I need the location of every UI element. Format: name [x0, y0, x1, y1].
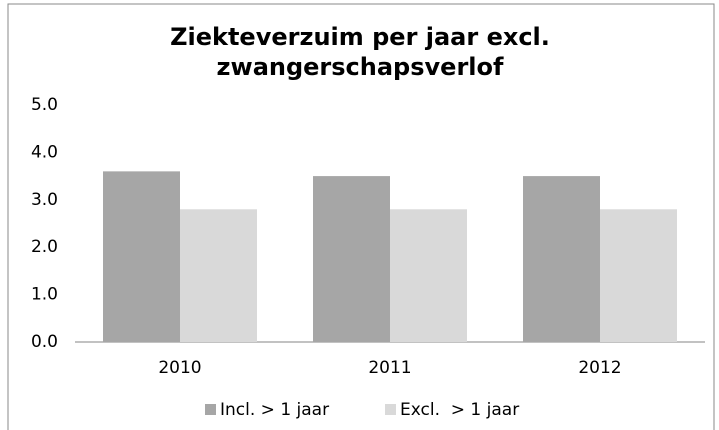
chart-title: Ziekteverzuim per jaar excl. zwangerscha… — [170, 23, 550, 81]
bar — [600, 209, 677, 342]
y-tick-label: 4.0 — [31, 142, 58, 162]
x-tick-label: 2011 — [368, 358, 411, 378]
bar — [180, 209, 257, 342]
y-tick-label: 1.0 — [31, 285, 58, 305]
y-tick-label: 3.0 — [31, 190, 58, 210]
x-tick-label: 2012 — [578, 358, 621, 378]
chart-frame — [7, 3, 715, 430]
bar — [103, 171, 180, 342]
y-tick-label: 0.0 — [31, 332, 58, 352]
y-tick-label: 2.0 — [31, 237, 58, 257]
legend-label: Excl. > 1 jaar — [400, 400, 519, 420]
y-tick-label: 5.0 — [31, 95, 58, 115]
legend-label: Incl. > 1 jaar — [220, 400, 329, 420]
bar — [390, 209, 467, 342]
legend-swatch — [385, 404, 396, 415]
x-tick-label: 2010 — [158, 358, 201, 378]
legend-swatch — [205, 404, 216, 415]
bar — [523, 176, 600, 342]
bar — [313, 176, 390, 342]
